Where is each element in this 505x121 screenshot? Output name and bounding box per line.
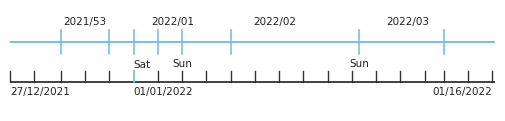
Text: 01/16/2022: 01/16/2022 <box>433 87 492 97</box>
Text: 2022/02: 2022/02 <box>253 17 296 27</box>
Text: 2021/53: 2021/53 <box>64 17 107 27</box>
Text: 2022/01: 2022/01 <box>151 17 194 27</box>
Text: 27/12/2021: 27/12/2021 <box>10 87 70 97</box>
Text: Sun: Sun <box>349 59 369 69</box>
Text: 01/01/2022: 01/01/2022 <box>134 87 193 97</box>
Text: Sun: Sun <box>172 59 192 69</box>
Text: Sat: Sat <box>134 60 151 70</box>
Text: 2022/03: 2022/03 <box>386 17 429 27</box>
